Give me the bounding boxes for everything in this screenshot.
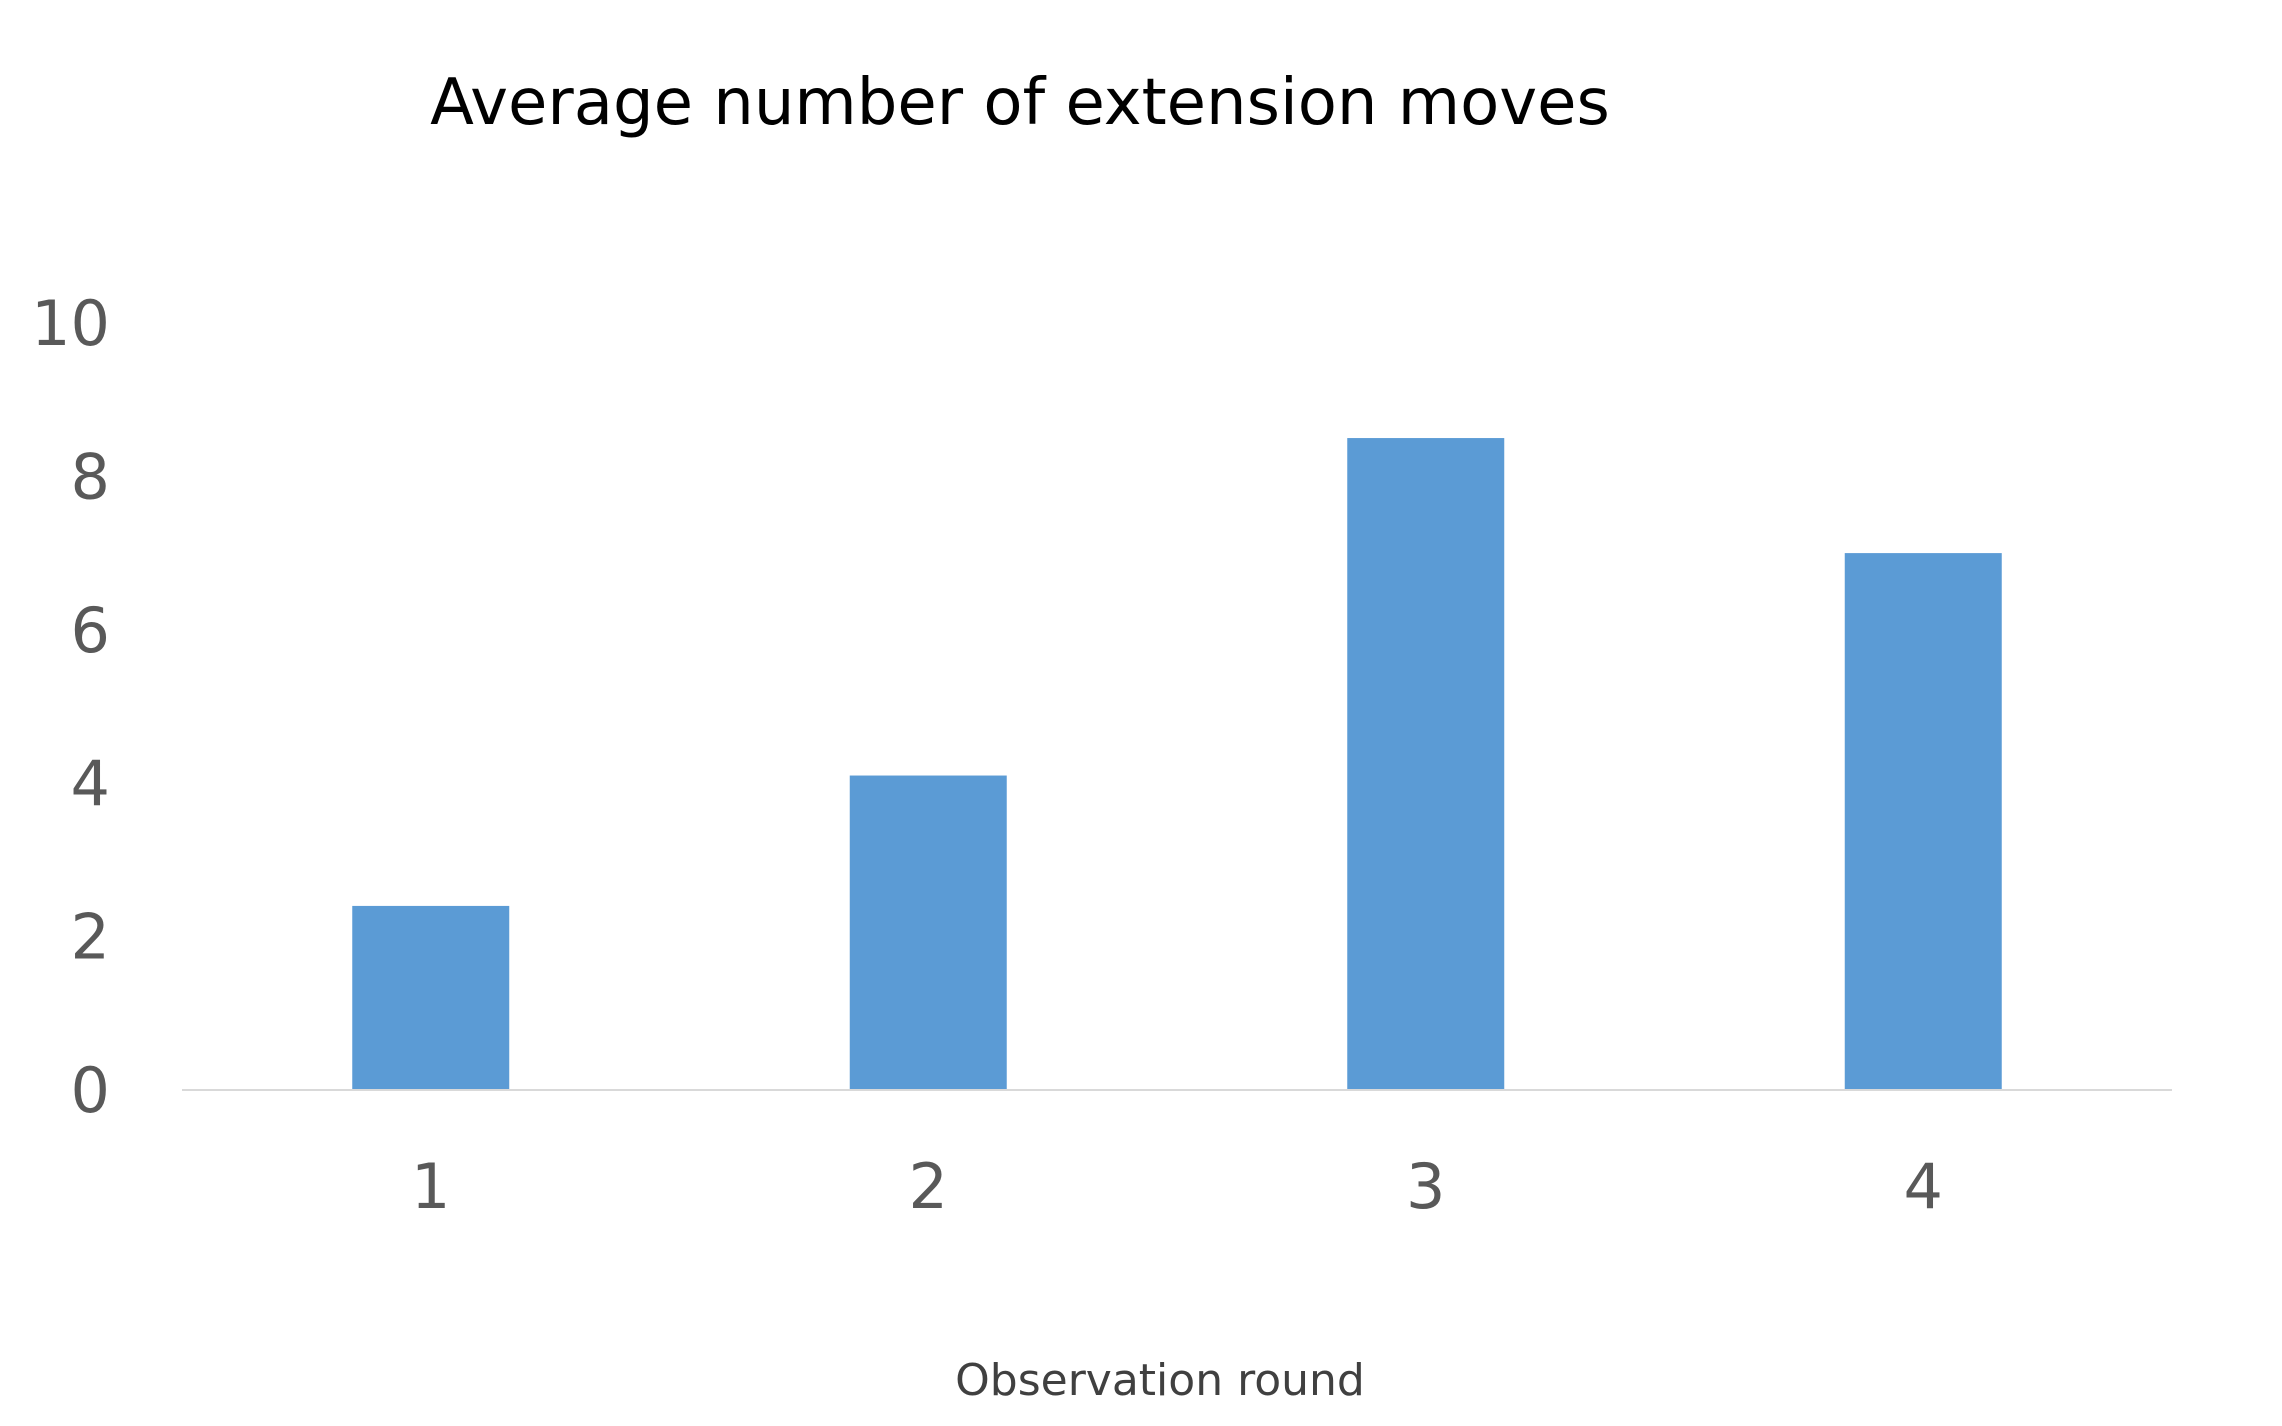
x-axis-label: Observation round (955, 1355, 1365, 1406)
x-tick-label: 1 (411, 1150, 450, 1223)
y-tick-label: 2 (71, 901, 110, 974)
bar (352, 905, 510, 1090)
y-axis-ticks: 0 2 4 6 8 10 (31, 287, 110, 1127)
x-axis-ticks: 1 2 3 4 (411, 1150, 1943, 1223)
y-tick-label: 6 (71, 594, 110, 667)
bar (849, 775, 1007, 1090)
y-tick-label: 10 (31, 287, 110, 360)
x-tick-label: 4 (1904, 1150, 1943, 1223)
bar (1347, 438, 1505, 1090)
bars (352, 438, 2002, 1090)
y-tick-label: 0 (71, 1054, 110, 1127)
chart-title: Average number of extension moves (430, 66, 1610, 140)
bar (1844, 553, 2002, 1090)
y-tick-label: 8 (71, 440, 110, 513)
x-tick-label: 2 (909, 1150, 948, 1223)
y-tick-label: 4 (71, 747, 110, 820)
x-tick-label: 3 (1406, 1150, 1445, 1223)
